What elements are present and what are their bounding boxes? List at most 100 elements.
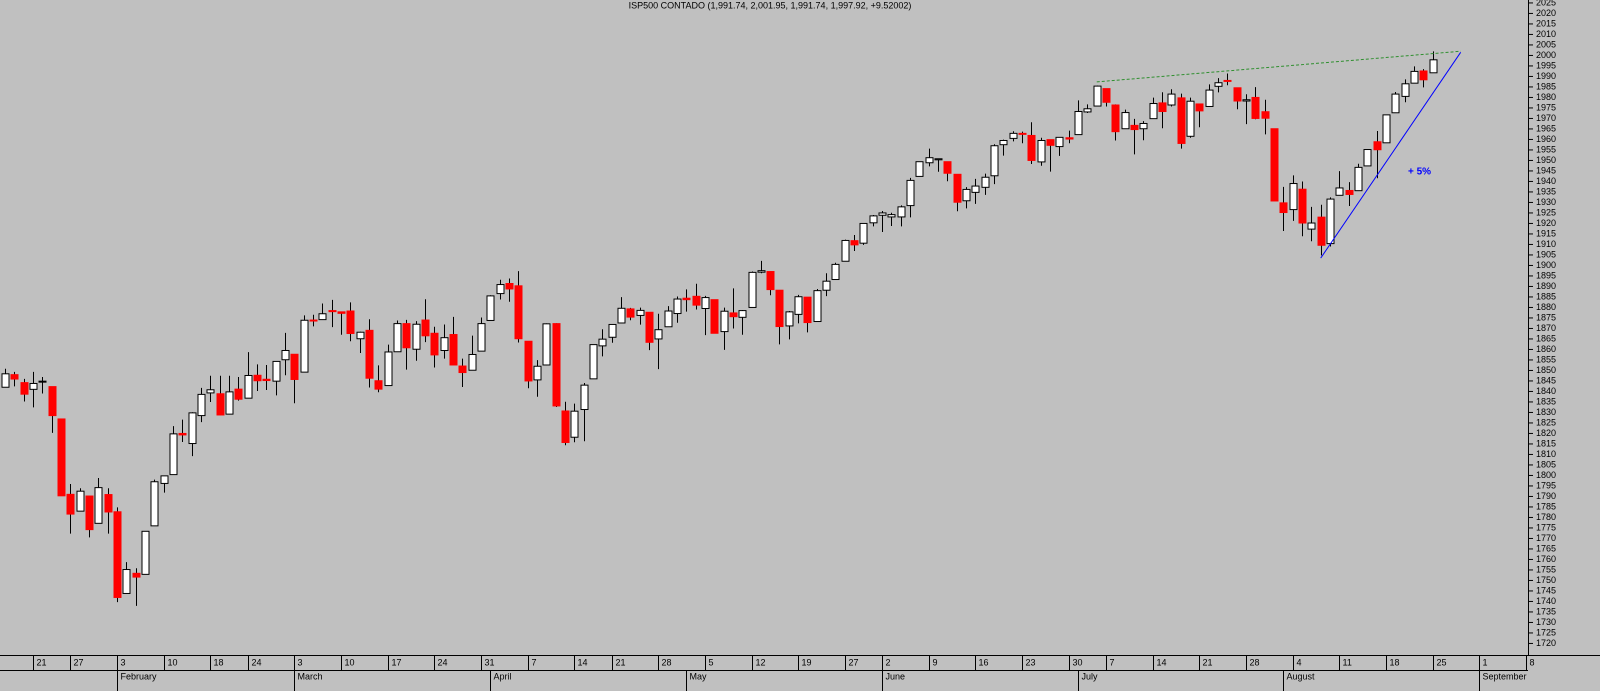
candle-body xyxy=(943,161,952,174)
y-tick-label: 1870 xyxy=(1536,323,1556,333)
x-tick-label: 3 xyxy=(121,657,126,667)
x-tick-label: 16 xyxy=(979,657,989,667)
month-label: July xyxy=(1082,671,1099,681)
trendline xyxy=(1096,50,1461,83)
candle-body xyxy=(570,410,579,438)
candle-body xyxy=(654,329,663,340)
x-tick-label: 21 xyxy=(37,657,47,667)
candle-body xyxy=(822,280,831,291)
y-tick-label: 1845 xyxy=(1536,375,1556,385)
candle-body xyxy=(225,391,234,415)
candle-body xyxy=(1214,82,1223,87)
candle-body xyxy=(1055,136,1064,148)
x-tick-label: 21 xyxy=(1203,657,1213,667)
candle-body xyxy=(859,222,868,244)
candle-body xyxy=(290,353,299,380)
candle-body xyxy=(533,365,542,381)
y-tick-label: 1990 xyxy=(1536,71,1556,81)
y-tick-label: 1790 xyxy=(1536,491,1556,501)
candle-body xyxy=(1018,132,1027,135)
y-tick-label: 1885 xyxy=(1536,291,1556,301)
x-tick-label: 18 xyxy=(1390,657,1400,667)
candle-body xyxy=(346,310,355,334)
x-tick-label: 25 xyxy=(1437,657,1447,667)
candle-body xyxy=(66,493,75,515)
candle-body xyxy=(1037,139,1046,163)
candle-body xyxy=(38,380,47,383)
candle-body xyxy=(206,389,215,394)
y-tick-label: 1970 xyxy=(1536,113,1556,123)
y-tick-label: 1800 xyxy=(1536,470,1556,480)
y-tick-label: 1975 xyxy=(1536,102,1556,112)
candle-body xyxy=(356,331,365,340)
candle-body xyxy=(1186,100,1195,137)
y-tick-label: 1955 xyxy=(1536,144,1556,154)
y-tick-label: 1985 xyxy=(1536,81,1556,91)
y-tick-label: 1740 xyxy=(1536,596,1556,606)
candle-body xyxy=(113,511,122,598)
x-tick-label: 10 xyxy=(345,657,355,667)
candle-body xyxy=(1317,216,1326,246)
y-tick-label: 1755 xyxy=(1536,564,1556,574)
x-tick-label: 14 xyxy=(1157,657,1167,667)
x-tick-label: 10 xyxy=(168,657,178,667)
y-tick-label: 1915 xyxy=(1536,228,1556,238)
candle-body xyxy=(104,494,113,513)
candle-body xyxy=(645,311,654,343)
y-tick-label: 1920 xyxy=(1536,218,1556,228)
candle-body xyxy=(1158,102,1167,113)
x-tick-label: 7 xyxy=(532,657,537,667)
candle-body xyxy=(580,384,589,411)
y-tick-label: 1945 xyxy=(1536,165,1556,175)
candle-body xyxy=(216,393,225,416)
candle-body xyxy=(1130,124,1139,131)
y-tick-label: 1860 xyxy=(1536,344,1556,354)
candle-body xyxy=(1382,114,1391,144)
candle-body xyxy=(141,530,150,575)
candle-body xyxy=(785,311,794,327)
y-tick-label: 1815 xyxy=(1536,438,1556,448)
x-tick-label: 11 xyxy=(1343,657,1352,667)
chart-title: ISP500 CONTADO (1,991.74, 2,001.95, 1,99… xyxy=(629,0,912,10)
candle-body xyxy=(608,323,617,338)
candle-body xyxy=(953,173,962,203)
candle-body xyxy=(1223,79,1232,82)
x-tick-label: 8 xyxy=(1530,657,1535,667)
month-label: March xyxy=(298,671,323,681)
candle-body xyxy=(934,158,943,161)
candle-body xyxy=(757,270,766,273)
month-label: August xyxy=(1287,671,1316,681)
x-tick-label: 9 xyxy=(933,657,938,667)
candle-body xyxy=(1410,70,1419,84)
candle-body xyxy=(1233,87,1242,102)
candle-body xyxy=(440,337,449,351)
x-tick-label: 31 xyxy=(485,657,495,667)
candle-body xyxy=(253,374,262,382)
candle-body xyxy=(402,323,411,349)
y-tick-label: 1960 xyxy=(1536,134,1556,144)
candle-body xyxy=(468,353,477,371)
annotation: + 5% xyxy=(1408,167,1431,178)
candle-body xyxy=(887,214,896,218)
candle-body xyxy=(272,360,281,382)
candle-body xyxy=(486,295,495,321)
candle-body xyxy=(1363,149,1372,167)
x-tick-label: 27 xyxy=(74,657,84,667)
candle-body xyxy=(384,351,393,387)
candle-body xyxy=(1074,111,1083,136)
y-tick-label: 1820 xyxy=(1536,428,1556,438)
candle-body xyxy=(1065,137,1074,140)
candle-body xyxy=(94,487,103,524)
y-tick-label: 1925 xyxy=(1536,207,1556,217)
candle-body xyxy=(318,313,327,321)
candle-body xyxy=(48,386,57,417)
y-tick-label: 1965 xyxy=(1536,123,1556,133)
y-tick-label: 1830 xyxy=(1536,407,1556,417)
month-label: September xyxy=(1483,671,1527,681)
candle-body xyxy=(1261,111,1270,119)
x-tick-label: 4 xyxy=(1297,657,1302,667)
y-tick-label: 1905 xyxy=(1536,249,1556,259)
x-tick-label: 3 xyxy=(298,657,303,667)
y-tick-label: 1855 xyxy=(1536,354,1556,364)
y-tick-label: 1730 xyxy=(1536,617,1556,627)
